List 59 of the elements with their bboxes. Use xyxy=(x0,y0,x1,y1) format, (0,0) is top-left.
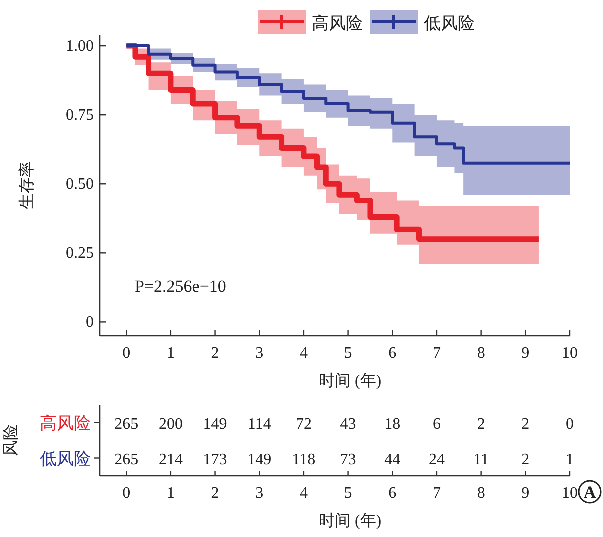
data-label: 2 xyxy=(522,416,530,433)
data-label: 44 xyxy=(384,451,401,468)
data-label: 73 xyxy=(340,451,356,468)
x-axis-title: 时间 (年) xyxy=(318,512,382,530)
data-label: 43 xyxy=(340,416,356,433)
y-tick-label: 低风险 xyxy=(40,449,91,468)
x-tick-label: 2 xyxy=(211,345,220,362)
data-label: 173 xyxy=(203,451,228,468)
data-label: 114 xyxy=(248,416,272,433)
x-tick-label: 10 xyxy=(562,345,578,362)
data-label: 265 xyxy=(114,451,139,468)
data-label: 18 xyxy=(384,416,401,433)
x-tick-label: 7 xyxy=(432,485,441,502)
data-label: 6 xyxy=(432,416,441,433)
x-tick-label: 7 xyxy=(432,345,441,362)
x-tick-label: 3 xyxy=(256,485,264,502)
y-tick-label: 0.50 xyxy=(66,176,94,194)
y-tick-label: 1.00 xyxy=(66,38,94,56)
data-label: 1 xyxy=(566,451,574,468)
text: A xyxy=(584,483,597,502)
x-tick-label: 8 xyxy=(477,345,486,362)
x-tick-label: 0 xyxy=(122,345,131,362)
data-label: 24 xyxy=(428,451,445,468)
x-tick-label: 9 xyxy=(522,345,530,362)
data-label: 149 xyxy=(203,416,228,433)
x-tick-label: 1 xyxy=(166,345,175,362)
y-tick-label: 0.25 xyxy=(66,245,94,262)
x-tick-label: 2 xyxy=(211,485,220,502)
data-label: 200 xyxy=(158,416,183,433)
x-tick-label: 9 xyxy=(522,485,530,502)
x-tick-label: 1 xyxy=(166,485,175,502)
data-label: 0 xyxy=(566,416,574,433)
legend-label: 低风险 xyxy=(424,14,475,33)
x-tick-label: 8 xyxy=(477,485,486,502)
data-label: 214 xyxy=(158,451,183,468)
x-tick-label: 5 xyxy=(344,345,352,362)
y-tick-label: 高风险 xyxy=(40,414,91,433)
x-tick-label: 4 xyxy=(300,345,308,362)
x-tick-label: 10 xyxy=(562,485,578,502)
data-label: 149 xyxy=(248,451,272,468)
data-label: 118 xyxy=(292,451,316,468)
data-label: 2 xyxy=(522,451,530,468)
data-label: 2 xyxy=(477,416,486,433)
x-tick-label: 6 xyxy=(388,485,397,502)
annotation: P=2.256e−10 xyxy=(135,277,226,296)
x-tick-label: 3 xyxy=(256,345,264,362)
x-tick-label: 4 xyxy=(300,485,308,502)
y-tick-label: 0.75 xyxy=(66,107,94,124)
x-tick-label: 6 xyxy=(388,345,397,362)
y-axis-title: 生存率 xyxy=(18,162,36,210)
y-axis-title: 风险 xyxy=(3,424,20,456)
data-label: 11 xyxy=(474,451,490,468)
x-tick-label: 5 xyxy=(344,485,352,502)
legend-label: 高风险 xyxy=(312,14,363,33)
x-tick-label: 0 xyxy=(122,485,131,502)
y-tick-label: 0 xyxy=(86,314,94,332)
x-axis-title: 时间 (年) xyxy=(318,372,382,390)
data-label: 265 xyxy=(114,416,139,433)
data-label: 72 xyxy=(296,416,312,433)
